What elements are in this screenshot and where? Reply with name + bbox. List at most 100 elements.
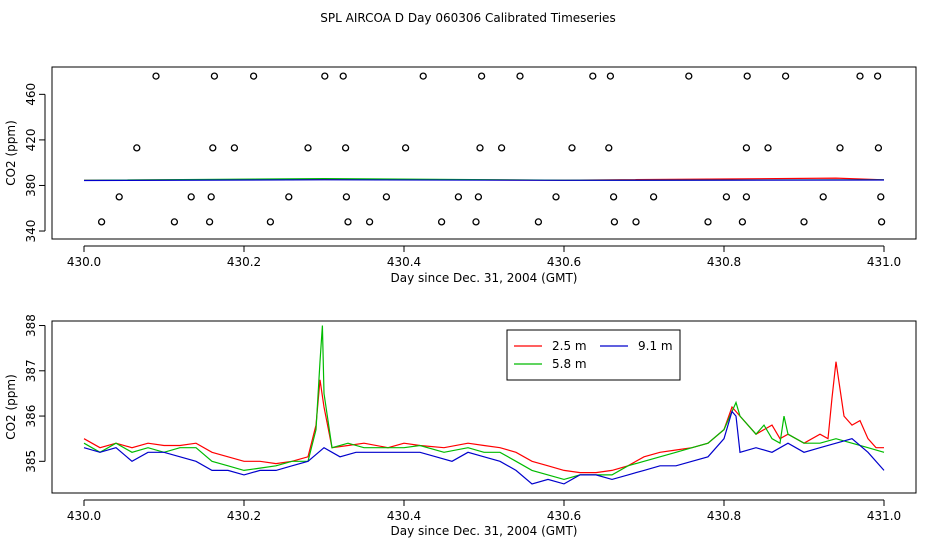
calibration-point: [568, 144, 576, 152]
calibration-point: [187, 193, 195, 201]
bot-x-tick-label: 430.2: [227, 509, 261, 523]
calibration-point: [205, 218, 214, 226]
top-x-tick-label: 430.6: [547, 255, 581, 269]
calibration-point: [133, 144, 141, 152]
calibration-point: [437, 218, 446, 226]
calibration-point: [742, 144, 751, 152]
calibration-point: [738, 218, 747, 226]
legend-label-9-1m: 9.1 m: [638, 339, 673, 353]
calibration-point: [589, 72, 597, 80]
bottom-x-axis-label: Day since Dec. 31, 2004 (GMT): [391, 524, 578, 538]
top-x-axis: 430.0 430.2 430.4 430.6 430.8 431.0: [67, 245, 901, 269]
top-y-axis-label: CO2 (ppm): [4, 120, 18, 186]
top-x-tick-label: 431.0: [867, 255, 901, 269]
calibration-point: [230, 144, 239, 152]
calibration-point: [115, 193, 123, 201]
calibration-point: [344, 218, 352, 226]
calibration-point: [649, 193, 658, 201]
bot-y-tick-label: 388: [24, 314, 38, 337]
bot-series-line-5-8-m: [83, 325, 885, 481]
calibration-point: [516, 72, 524, 80]
calibration-point: [249, 72, 258, 80]
calibration-point: [210, 72, 219, 80]
bot-y-tick-label: 387: [24, 359, 38, 382]
top-y-tick-label: 460: [24, 83, 38, 106]
bottom-y-axis-label: CO2 (ppm): [4, 374, 18, 440]
calibration-point: [819, 193, 827, 201]
calibration-point: [609, 193, 618, 201]
bot-x-tick-label: 430.0: [67, 509, 101, 523]
calibration-point: [742, 193, 751, 201]
calibration-point: [606, 72, 615, 80]
calibration-point: [339, 72, 347, 80]
calibration-point: [342, 193, 351, 201]
calibration-point: [800, 218, 808, 226]
calibration-point: [365, 218, 374, 226]
top-y-tick-label: 380: [24, 174, 38, 197]
calibration-point: [781, 72, 790, 80]
top-x-tick-label: 430.2: [227, 255, 261, 269]
calibration-point: [877, 218, 886, 226]
legend-label-2-5m: 2.5 m: [552, 339, 587, 353]
bot-x-tick-label: 430.4: [387, 509, 421, 523]
figure-title: SPL AIRCOA D Day 060306 Calibrated Times…: [320, 11, 615, 25]
calibration-point: [764, 144, 772, 152]
calibration-point: [704, 218, 712, 226]
calibration-point: [474, 193, 483, 201]
calibration-point: [877, 193, 885, 201]
calibration-point: [285, 193, 293, 201]
top-y-tick-label: 340: [24, 220, 38, 243]
calibration-point: [477, 72, 486, 80]
bot-y-tick-label: 386: [24, 405, 38, 428]
bot-series-line-9-1-m: [83, 410, 885, 485]
calibration-point: [266, 218, 275, 226]
legend-label-5-8m: 5.8 m: [552, 357, 587, 371]
calibration-point: [743, 72, 751, 80]
calibration-point: [207, 193, 215, 201]
legend: 2.5 m 5.8 m 9.1 m: [506, 329, 681, 381]
bottom-series-layer: [83, 325, 885, 485]
calibration-point: [873, 72, 882, 80]
calibration-point: [874, 144, 883, 152]
top-x-tick-label: 430.8: [707, 255, 741, 269]
calibration-point: [632, 218, 640, 226]
top-x-tick-label: 430.4: [387, 255, 421, 269]
calibration-point: [419, 72, 427, 80]
calibration-point: [209, 144, 217, 152]
calibration-point: [341, 144, 350, 152]
calibration-point: [401, 144, 410, 152]
calibration-point: [722, 193, 731, 201]
calibration-point: [472, 218, 480, 226]
calibration-point: [97, 218, 106, 226]
bot-y-tick-label: 385: [24, 450, 38, 473]
bot-x-tick-label: 430.8: [707, 509, 741, 523]
top-y-tick-label: 420: [24, 128, 38, 151]
calibration-point: [497, 144, 506, 152]
top-calibration-points: [97, 72, 886, 226]
bottom-plot-frame: [51, 320, 917, 494]
calibration-point: [476, 144, 484, 152]
top-series-line-9-1-m: [83, 179, 885, 182]
top-panel: 430.0 430.2 430.4 430.6 430.8 431.0 340 380 420…: [4, 66, 917, 285]
calibration-point: [856, 72, 864, 80]
bot-series-line-2-5-m: [83, 361, 884, 474]
top-x-axis-label: Day since Dec. 31, 2004 (GMT): [391, 271, 578, 285]
calibration-point: [454, 193, 463, 201]
top-plot-frame: [51, 66, 917, 240]
bottom-x-axis: 430.0 430.2 430.4 430.6 430.8 431.0: [67, 499, 901, 523]
calibration-point: [610, 218, 619, 226]
calibration-point: [170, 218, 179, 226]
bottom-y-axis: 385 386 387 388: [24, 314, 46, 473]
calibration-point: [534, 218, 543, 226]
calibration-point: [552, 193, 560, 201]
bottom-panel: 430.0 430.2 430.4 430.6 430.8 431.0 385 386 387…: [4, 314, 917, 538]
top-y-axis: 340 380 420 460: [24, 83, 46, 243]
bot-x-tick-label: 431.0: [867, 509, 901, 523]
top-series-layer: [83, 177, 885, 182]
calibration-point: [304, 144, 312, 152]
legend-box: [506, 329, 681, 381]
bot-x-tick-label: 430.6: [547, 509, 581, 523]
calibration-point: [152, 72, 160, 80]
calibration-point: [382, 193, 391, 201]
